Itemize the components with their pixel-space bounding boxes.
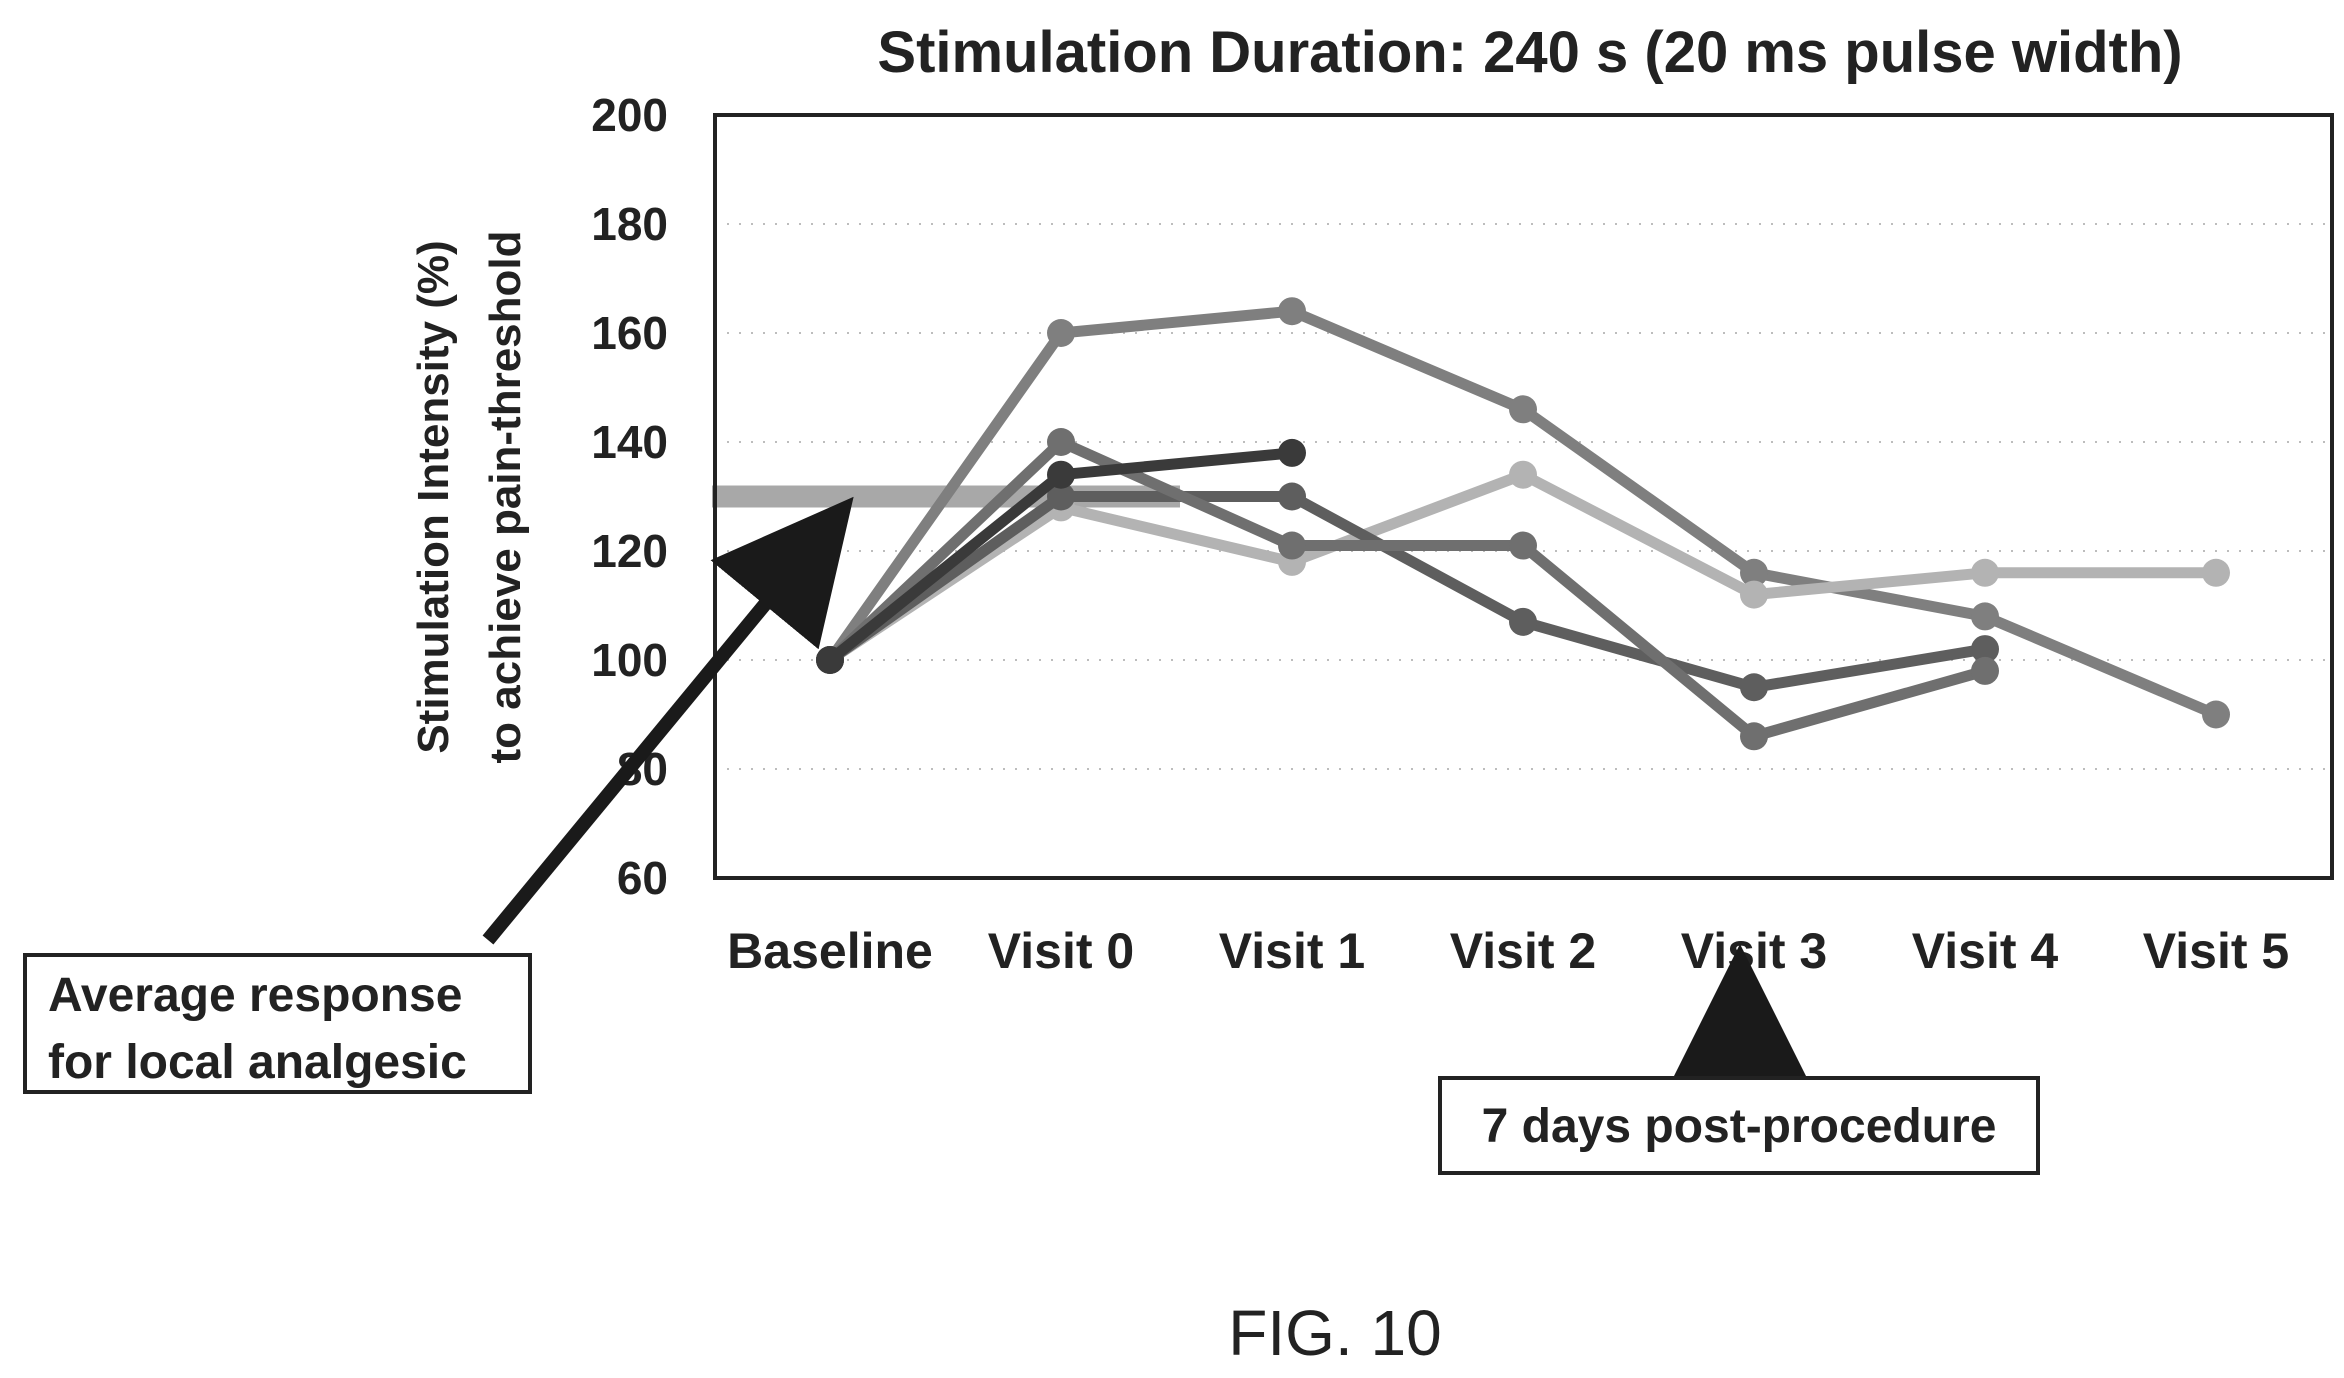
annotation-average-line-2: for local analgesic — [48, 1036, 467, 1089]
y-axis-label-line-2: to achieve pain-threshold — [481, 231, 530, 764]
series-line — [824, 436, 1991, 742]
series-5 — [816, 438, 1306, 674]
data-point — [1047, 482, 1075, 511]
annotation-average-line-1: Average response — [48, 969, 462, 1022]
annotation-arrow-average — [482, 496, 854, 945]
data-point — [1971, 558, 1999, 587]
series-line — [824, 491, 1991, 693]
data-point — [1047, 319, 1075, 347]
data-point — [1509, 531, 1537, 560]
data-point — [1278, 438, 1306, 467]
data-point — [1509, 607, 1537, 636]
y-tick-label: 100 — [591, 634, 668, 686]
y-axis-label-line-1: Stimulation Intensity (%) — [409, 240, 458, 753]
data-point — [2202, 700, 2230, 729]
data-point — [1047, 428, 1075, 456]
y-tick-label: 140 — [591, 416, 668, 468]
data-point — [1278, 482, 1306, 511]
data-point — [1971, 602, 1999, 631]
x-tick-label: Visit 5 — [2143, 923, 2289, 979]
x-tick-label: Visit 3 — [1681, 923, 1827, 979]
annotation-box-average — [23, 953, 532, 1094]
y-axis-label: Stimulation Intensity (%) to achieve pai… — [409, 231, 530, 764]
x-tick-label: Baseline — [727, 923, 933, 979]
x-tick-label: Visit 4 — [1912, 923, 2059, 979]
x-tick-label: Visit 2 — [1450, 923, 1596, 979]
data-point — [816, 646, 844, 674]
data-point — [1971, 656, 1999, 685]
data-point — [1047, 460, 1075, 489]
y-tick-label: 180 — [591, 198, 668, 250]
data-point — [1278, 297, 1306, 326]
series-lines — [712, 297, 2230, 751]
data-point — [1509, 460, 1537, 489]
data-point — [1740, 558, 1768, 587]
series-1 — [816, 297, 2230, 729]
y-tick-label: 120 — [591, 525, 668, 577]
data-point — [1509, 395, 1537, 424]
annotation-post-procedure: 7 days post-procedure — [1482, 1100, 1997, 1153]
annotation-box-post-procedure — [1438, 1076, 2040, 1175]
data-point — [2202, 558, 2230, 587]
x-tick-label: Visit 1 — [1219, 923, 1365, 979]
data-point — [1740, 673, 1768, 702]
plot-frame — [713, 113, 2334, 880]
y-tick-label: 200 — [591, 89, 668, 141]
data-point — [1278, 531, 1306, 560]
data-point — [1971, 635, 1999, 664]
x-category-labels: Baseline Visit 0 Visit 1 Visit 2 Visit 3 Visi… — [727, 923, 2289, 979]
figure-label: FIG. 10 — [1228, 1297, 1441, 1369]
x-tick-label: Visit 0 — [988, 923, 1134, 979]
data-point — [1740, 580, 1768, 609]
y-tick-label: 60 — [617, 852, 668, 904]
chart-title: Stimulation Duration: 240 s (20 ms pulse… — [877, 20, 2182, 85]
data-point — [1740, 722, 1768, 751]
y-tick-label: 160 — [591, 307, 668, 359]
